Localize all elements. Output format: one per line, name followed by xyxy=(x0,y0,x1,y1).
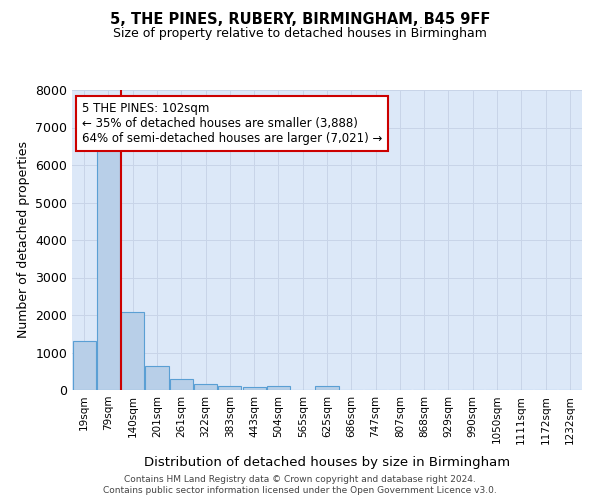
Text: Size of property relative to detached houses in Birmingham: Size of property relative to detached ho… xyxy=(113,28,487,40)
Bar xyxy=(145,366,169,390)
Bar xyxy=(194,384,217,390)
Bar xyxy=(97,142,120,390)
Text: 5 THE PINES: 102sqm
← 35% of detached houses are smaller (3,888)
64% of semi-det: 5 THE PINES: 102sqm ← 35% of detached ho… xyxy=(82,102,383,145)
Bar xyxy=(316,386,338,390)
Bar xyxy=(73,341,95,390)
Bar xyxy=(121,312,144,390)
Text: Contains HM Land Registry data © Crown copyright and database right 2024.: Contains HM Land Registry data © Crown c… xyxy=(124,475,476,484)
Bar xyxy=(267,386,290,390)
Y-axis label: Number of detached properties: Number of detached properties xyxy=(17,142,29,338)
Bar xyxy=(242,387,266,390)
Bar xyxy=(170,379,193,390)
Text: 5, THE PINES, RUBERY, BIRMINGHAM, B45 9FF: 5, THE PINES, RUBERY, BIRMINGHAM, B45 9F… xyxy=(110,12,490,28)
Bar xyxy=(218,386,241,390)
Text: Contains public sector information licensed under the Open Government Licence v3: Contains public sector information licen… xyxy=(103,486,497,495)
Text: Distribution of detached houses by size in Birmingham: Distribution of detached houses by size … xyxy=(144,456,510,469)
